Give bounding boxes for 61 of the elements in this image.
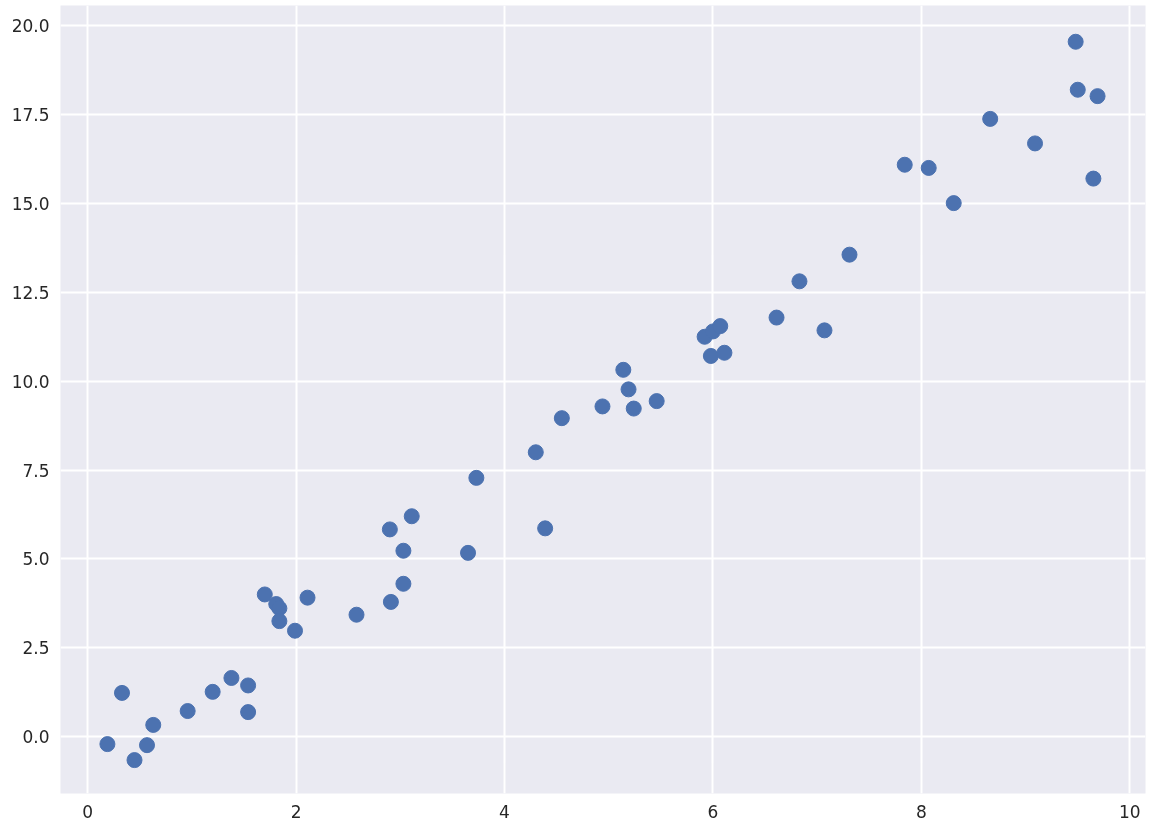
- point: [240, 677, 257, 694]
- point: [381, 521, 398, 538]
- x-tick-label: 2: [290, 801, 302, 822]
- point: [594, 398, 611, 415]
- point: [287, 622, 304, 639]
- point: [945, 195, 962, 212]
- y-tick-label: 20.0: [11, 16, 50, 37]
- y-tick-label: 0.0: [22, 727, 50, 748]
- point: [1067, 33, 1084, 50]
- point: [553, 410, 570, 427]
- y-tick-label: 7.5: [22, 460, 50, 481]
- point: [403, 508, 420, 525]
- y-tick-label: 2.5: [22, 638, 50, 659]
- x-tick-label: 10: [1119, 801, 1141, 822]
- point: [204, 683, 221, 700]
- point: [527, 444, 544, 461]
- point: [468, 469, 485, 486]
- y-tick-label: 10.0: [11, 371, 50, 392]
- point: [223, 670, 240, 686]
- point: [179, 703, 196, 720]
- y-tick-label: 15.0: [11, 193, 50, 214]
- point: [1027, 135, 1044, 152]
- point: [702, 347, 719, 364]
- point: [768, 309, 785, 326]
- point: [896, 156, 913, 173]
- point: [537, 520, 554, 537]
- point: [615, 361, 632, 378]
- point: [1085, 170, 1102, 187]
- point: [841, 246, 858, 263]
- point: [299, 589, 316, 606]
- y-tick-label: 12.5: [11, 282, 50, 303]
- point: [1089, 88, 1106, 105]
- point: [256, 586, 273, 603]
- point: [716, 344, 733, 361]
- point: [791, 273, 808, 290]
- point: [145, 716, 162, 733]
- point: [982, 110, 999, 127]
- point: [460, 544, 477, 561]
- point: [139, 737, 156, 754]
- x-tick-label: 0: [82, 801, 94, 822]
- point: [126, 752, 143, 769]
- point: [395, 575, 412, 592]
- x-tick-label: 8: [916, 801, 927, 822]
- point: [625, 400, 642, 417]
- y-tick-label: 17.5: [11, 105, 50, 126]
- point: [99, 736, 116, 753]
- point: [816, 322, 833, 339]
- point: [920, 159, 937, 176]
- x-tick-label: 4: [499, 801, 510, 822]
- point: [712, 318, 729, 335]
- point: [395, 542, 412, 559]
- x-tick-label: 6: [707, 801, 719, 822]
- point: [1069, 81, 1086, 98]
- point: [382, 593, 399, 610]
- point: [648, 393, 665, 410]
- point: [271, 613, 288, 630]
- y-tick-label: 5.0: [22, 549, 50, 570]
- point: [348, 606, 365, 623]
- point: [240, 704, 257, 721]
- point: [620, 381, 637, 398]
- point: [113, 684, 130, 701]
